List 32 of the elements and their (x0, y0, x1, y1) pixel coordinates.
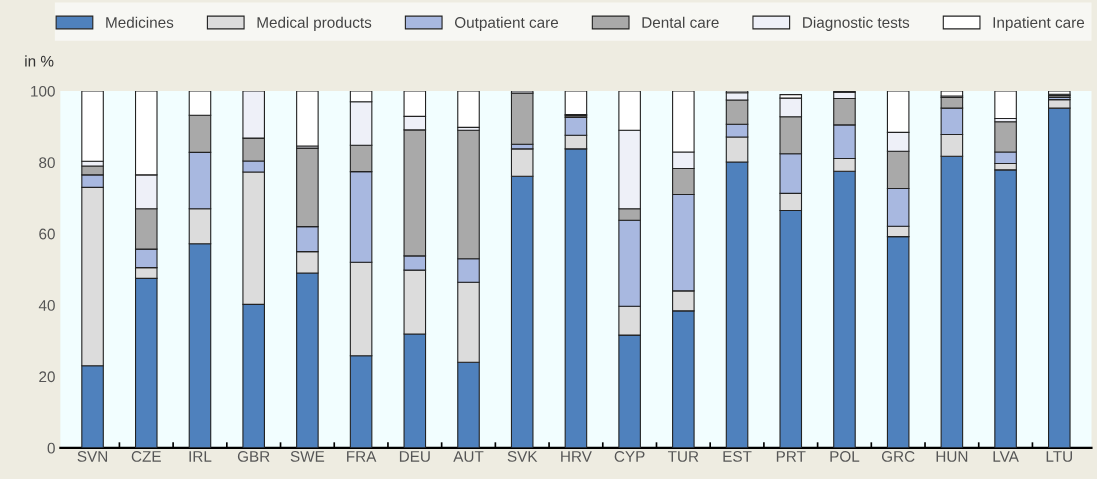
x-tick-label: SWE (290, 451, 325, 462)
x-tick-label: SVN (77, 451, 108, 462)
x-tick-label: CYP (614, 451, 645, 462)
y-tick-label: 0 (47, 442, 55, 454)
x-tick-label: EST (723, 451, 752, 462)
x-tick-label: TUR (667, 451, 699, 462)
x-tick-label: DEU (399, 451, 430, 462)
y-tick-label: 40 (38, 299, 55, 311)
x-tick-label: FRA (347, 451, 377, 462)
x-tick-label: CZE (131, 451, 161, 462)
x-tick-label: HRV (561, 451, 592, 462)
x-tick-label: POL (830, 451, 860, 462)
x-tick-label: LTU (1046, 451, 1072, 462)
legend-label: Medical products (257, 16, 372, 31)
legend-label: Diagnostic tests (803, 16, 910, 31)
x-tick-label: LVA (993, 451, 1019, 462)
x-tick-label: SVK (507, 451, 538, 462)
legend-label: Medicines (106, 16, 174, 28)
x-tick-label: PRT (776, 451, 806, 462)
y-tick-label: 20 (39, 371, 55, 383)
legend-label: Outpatient care (455, 16, 559, 31)
y-tick-label: 80 (39, 157, 55, 169)
x-tick-label: GRC (881, 451, 915, 462)
legend-label: Inpatient care (993, 16, 1085, 31)
y-tick-label: 100 (31, 85, 55, 97)
y-axis-title: in % (25, 55, 54, 67)
legend-label: Dental care (642, 16, 719, 28)
x-tick-label: GBR (237, 451, 270, 462)
x-tick-label: HUN (936, 451, 968, 462)
y-tick-label: 60 (39, 228, 55, 240)
x-tick-label: IRL (189, 451, 212, 462)
x-tick-label: AUT (453, 451, 484, 462)
